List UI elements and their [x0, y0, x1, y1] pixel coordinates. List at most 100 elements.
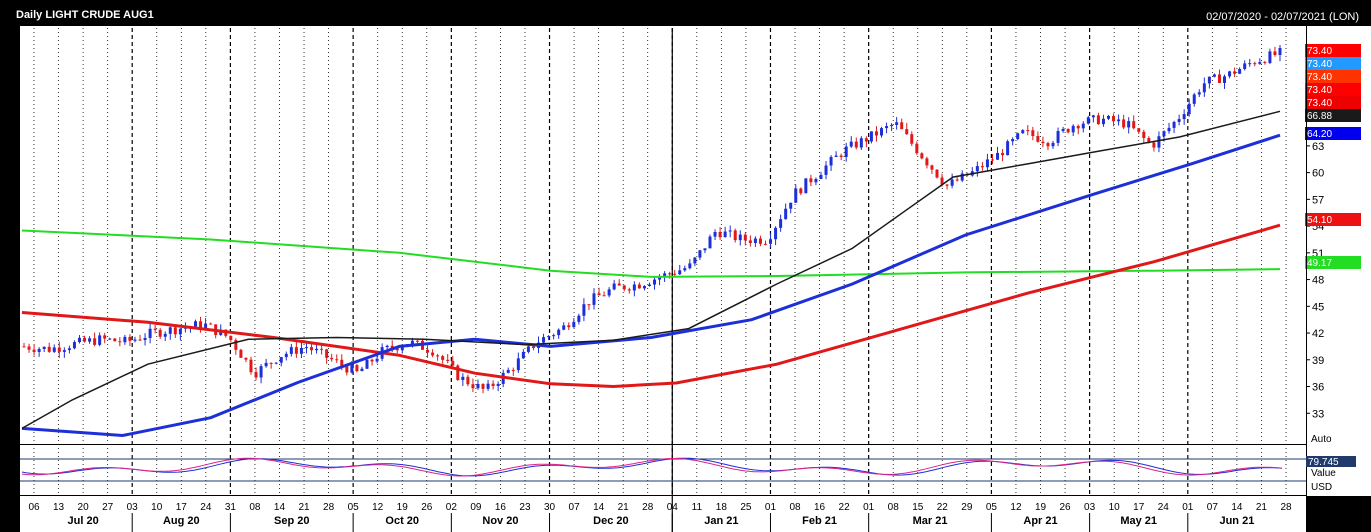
candle-body: [88, 338, 92, 342]
candle-body: [390, 345, 394, 349]
candle-body: [829, 156, 833, 166]
candle-body: [118, 341, 122, 343]
title-bar: Daily LIGHT CRUDE AUG1 02/07/2020 - 02/0…: [0, 0, 1371, 26]
candle-body: [289, 347, 293, 354]
candle-body: [1127, 121, 1131, 128]
x-day-label: 10: [151, 502, 163, 513]
x-month-label: Aug 20: [163, 515, 200, 527]
candle-body: [834, 155, 838, 157]
price-badge: 73.40: [1307, 59, 1332, 70]
candle-body: [945, 184, 949, 186]
candle-body: [32, 349, 36, 352]
candle-body: [62, 350, 66, 352]
x-month-label: Apr 21: [1023, 515, 1057, 527]
x-day-label: 01: [863, 502, 875, 513]
x-day-label: 06: [28, 502, 40, 513]
candle-body: [1112, 116, 1116, 122]
candle-body: [486, 383, 490, 389]
x-day-label: 26: [421, 502, 433, 513]
candle-body: [148, 328, 152, 338]
y-tick-label: 39: [1312, 355, 1324, 367]
candle-body: [597, 293, 601, 296]
y-tick-label: 36: [1312, 382, 1324, 394]
candle-body: [72, 342, 76, 349]
x-month-label: Oct 20: [385, 515, 419, 527]
x-month-label: Jun 21: [1219, 515, 1254, 527]
x-month-label: Sep 20: [274, 515, 309, 527]
candle-body: [410, 340, 414, 345]
candle-body: [1248, 63, 1252, 65]
candle-body: [960, 173, 964, 181]
candle-body: [395, 348, 399, 351]
candle-body: [400, 346, 404, 351]
candle-body: [758, 238, 762, 244]
candle-body: [385, 345, 389, 348]
candle-body: [436, 355, 440, 357]
candle-body: [1152, 142, 1156, 148]
candle-body: [446, 359, 450, 361]
oscillator-auto-label[interactable]: Auto: [1311, 434, 1332, 445]
oscillator-value-label: Value: [1311, 468, 1336, 479]
candle-body: [526, 346, 530, 352]
candle-body: [350, 365, 354, 373]
candle-body: [1106, 116, 1110, 119]
price-badge-bg: [1305, 96, 1361, 109]
candle-body: [1051, 142, 1055, 147]
x-day-label: 01: [1182, 502, 1194, 513]
candle-body: [779, 219, 783, 228]
candle-body: [461, 376, 465, 380]
y-tick-label: 33: [1312, 408, 1324, 420]
candle-body: [663, 273, 667, 278]
candle-body: [98, 335, 102, 345]
candle-body: [1016, 133, 1020, 140]
price-badge-bg: [1305, 83, 1361, 96]
x-day-label: 17: [1133, 502, 1145, 513]
price-badge-bg: [1305, 44, 1361, 57]
x-day-label: 28: [642, 502, 654, 513]
candle-body: [1228, 71, 1232, 77]
price-badge-bg: [1305, 57, 1361, 70]
candle-body: [173, 327, 177, 335]
candle-body: [320, 348, 324, 350]
candle-body: [678, 270, 682, 275]
candle-body: [1096, 115, 1100, 125]
candle-body: [1273, 51, 1277, 56]
candle-body: [955, 179, 959, 181]
x-day-label: 24: [200, 502, 212, 513]
candle-body: [229, 335, 233, 341]
candle-body: [985, 159, 989, 168]
candle-body: [77, 337, 81, 343]
candle-body: [763, 243, 767, 245]
x-month-label: Jan 21: [704, 515, 738, 527]
candle-body: [516, 358, 520, 371]
candle-body: [844, 146, 848, 157]
candle-body: [103, 335, 107, 339]
candle-body: [1167, 127, 1171, 132]
x-day-label: 04: [667, 502, 679, 513]
candle-body: [365, 359, 369, 369]
candle-body: [880, 128, 884, 136]
candle-body: [1101, 118, 1105, 125]
price-badge: 73.40: [1307, 72, 1332, 83]
candle-body: [355, 365, 359, 372]
candle-body: [642, 286, 646, 289]
candle-body: [1081, 123, 1085, 129]
candle-body: [1076, 125, 1080, 129]
candle-body: [1056, 131, 1060, 143]
candle-body: [254, 372, 258, 378]
candle-body: [299, 348, 303, 354]
oscillator-value-badge-bg: [1306, 456, 1356, 467]
candle-body: [572, 321, 576, 328]
candle-body: [708, 236, 712, 249]
x-day-label: 16: [495, 502, 507, 513]
x-day-label: 13: [53, 502, 65, 513]
candle-body: [693, 257, 697, 264]
candle-body: [1091, 115, 1095, 118]
candle-body: [1071, 125, 1075, 133]
candle-body: [360, 368, 364, 372]
price-badge: 66.88: [1307, 111, 1332, 122]
candle-body: [431, 352, 435, 356]
candle-body: [1243, 63, 1247, 70]
candle-body: [547, 336, 551, 338]
